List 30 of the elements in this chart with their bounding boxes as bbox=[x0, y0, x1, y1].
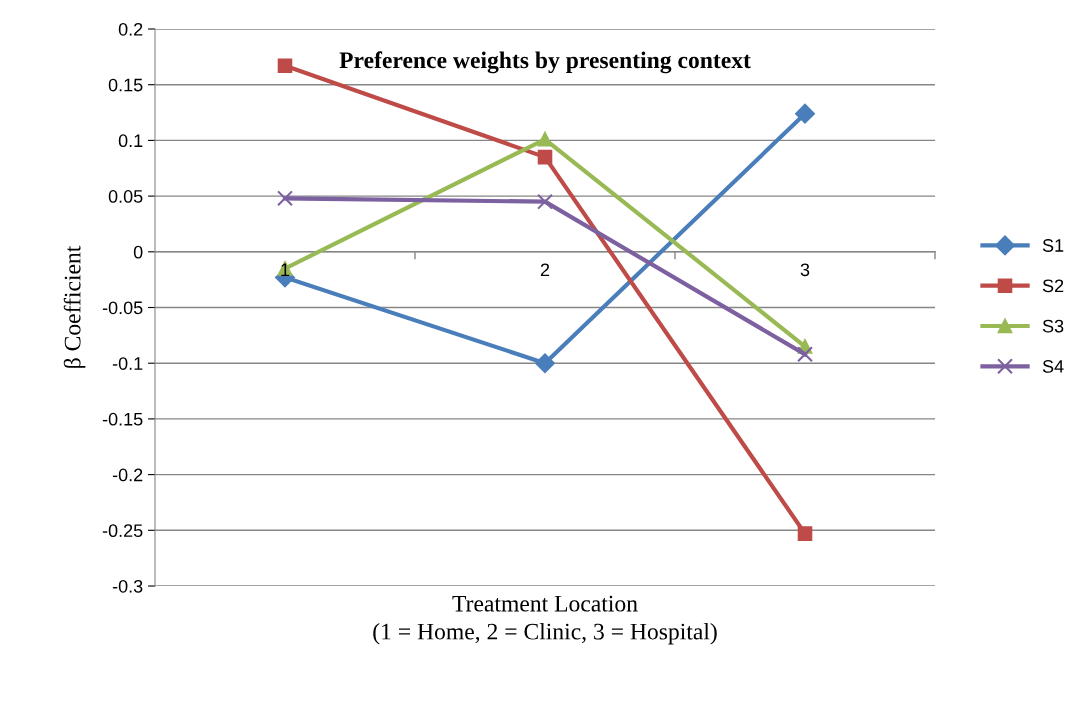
point bbox=[537, 149, 553, 165]
y-tick-label: 0.2 bbox=[118, 22, 143, 36]
x-tick-label: 2 bbox=[540, 263, 550, 276]
point bbox=[535, 353, 555, 374]
point bbox=[537, 132, 553, 147]
point bbox=[797, 526, 813, 541]
y-tick-label: 0.15 bbox=[108, 78, 143, 92]
y-tick-label: -0.3 bbox=[112, 579, 143, 593]
legend-label: S1 bbox=[1042, 239, 1064, 252]
point bbox=[537, 193, 553, 210]
legend-label: S3 bbox=[1042, 319, 1064, 333]
point bbox=[277, 58, 293, 74]
point bbox=[277, 190, 293, 207]
y-tick-label: 0.1 bbox=[118, 134, 143, 148]
legend-label: S2 bbox=[1042, 279, 1064, 293]
y-tick-label: 0 bbox=[133, 245, 143, 259]
y-axis-title: β Coefficient bbox=[63, 245, 86, 368]
legend-label: S4 bbox=[1042, 360, 1064, 373]
point bbox=[797, 346, 813, 363]
y-tick-label: -0.05 bbox=[102, 301, 143, 315]
y-tick-label: -0.15 bbox=[102, 412, 143, 426]
x-axis-title: Treatment Location (1 = Home, 2 = Clinic, 3 = Hospital) bbox=[373, 595, 717, 645]
point bbox=[795, 103, 815, 124]
text: Preference weights by presenting context bbox=[339, 51, 751, 74]
x-tick-label: 3 bbox=[800, 263, 810, 277]
y-tick-label: 0.05 bbox=[108, 190, 143, 203]
y-tick-label: -0.1 bbox=[112, 357, 143, 370]
x-tick-label: 1 bbox=[281, 263, 290, 276]
y-tick-label: -0.25 bbox=[102, 524, 143, 538]
y-tick-label: -0.2 bbox=[112, 468, 143, 482]
